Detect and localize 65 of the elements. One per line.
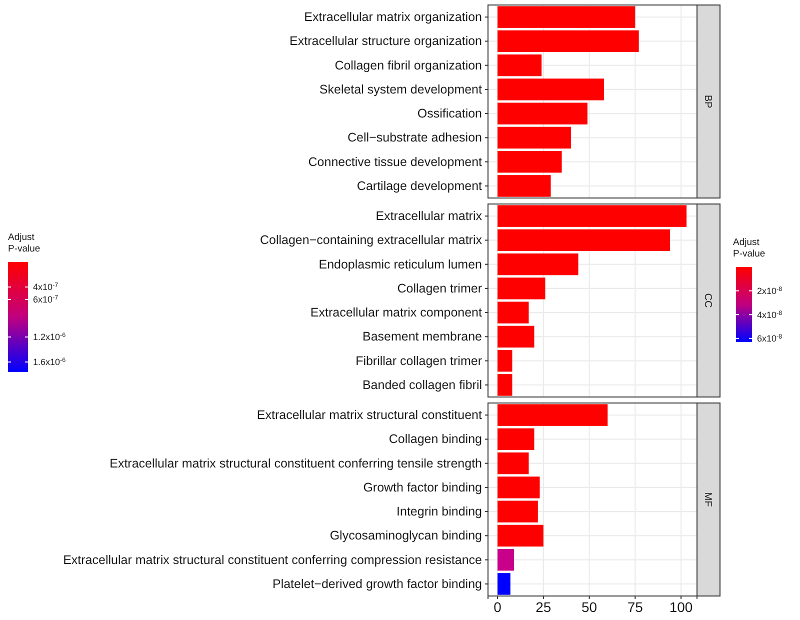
bar	[498, 374, 512, 396]
y-tick-label: Integrin binding	[396, 504, 482, 519]
y-tick-label: Extracellular structure organization	[290, 34, 482, 48]
x-tick-label: 100	[669, 598, 693, 615]
color-bar-title: Adjust P-value	[733, 237, 766, 260]
y-tick-label: Ossification	[417, 106, 482, 121]
color-bar-label: 6x10$^{-7}$	[33, 294, 59, 305]
color-bar-label: 4x10$^{-7}$	[33, 282, 59, 292]
x-tick-label: 50	[582, 598, 598, 615]
bar	[498, 326, 534, 348]
y-tick-label: Connective tissue development	[308, 154, 483, 169]
color-bar-label: 2x10$^{-8}$	[757, 285, 783, 296]
color-bar-label: 4x10$^{-8}$	[757, 309, 783, 320]
y-tick-label: Basement membrane	[362, 330, 482, 344]
y-tick-label: Cartilage development	[356, 178, 483, 193]
y-tick-label: Extracellular matrix	[376, 209, 483, 224]
color-bar-label: 1.6x10$^{-6}$	[33, 356, 66, 368]
bar	[498, 30, 639, 52]
bar	[498, 126, 571, 149]
y-tick-label: Extracellular matrix structural constituent conferring compression resistance	[63, 552, 482, 567]
y-tick-label: Platelet−derived growth factor binding	[272, 576, 482, 591]
y-tick-label: Extracellular matrix structural constituent conferring tensile strength	[110, 456, 482, 470]
bar	[498, 573, 510, 595]
y-tick-label: Extracellular matrix structural constituent	[256, 408, 483, 422]
y-tick-label: Cell−substrate adhesion	[348, 130, 482, 145]
bar	[498, 476, 540, 498]
y-tick-label: Endoplasmic reticulum lumen	[318, 257, 482, 272]
bar	[498, 205, 687, 227]
bar	[498, 150, 562, 173]
y-tick-label: Collagen trimer	[397, 281, 482, 296]
bar	[498, 253, 578, 276]
y-tick-label: Skeletal system development	[319, 82, 483, 96]
color-bar-title: Adjust P-value	[8, 232, 40, 254]
bar	[498, 6, 636, 28]
bar	[498, 524, 544, 547]
y-tick-label: Collagen binding	[388, 432, 482, 446]
bar	[498, 428, 534, 450]
y-tick-label: Banded collagen fibril	[362, 378, 482, 392]
x-tick-label: 0	[494, 598, 502, 615]
bar	[498, 548, 514, 571]
bar	[498, 54, 542, 76]
text: CC	[702, 293, 713, 308]
color-bar-label: 6x10$^{-8}$	[757, 333, 783, 344]
x-tick-label: 75	[627, 598, 644, 615]
bar	[498, 229, 670, 252]
y-tick-label: Collagen−containing extracellular matrix	[260, 233, 483, 248]
y-tick-label: Glycosaminoglycan binding	[330, 528, 482, 543]
bar	[498, 175, 551, 197]
bar	[498, 404, 608, 426]
y-tick-label: Fibrillar collagen trimer	[356, 354, 482, 368]
bar	[498, 302, 529, 324]
y-tick-label: Extracellular matrix component	[310, 306, 483, 320]
bar	[498, 278, 546, 300]
y-tick-label: Growth factor binding	[363, 480, 482, 494]
bar	[498, 78, 604, 100]
bar	[498, 350, 512, 372]
color-bar-label: 1.2x10$^{-6}$	[33, 332, 66, 342]
text: BP	[702, 94, 713, 108]
y-tick-label: Extracellular matrix organization	[304, 10, 482, 24]
bar	[498, 452, 529, 474]
bar	[498, 500, 538, 522]
bar	[498, 102, 588, 124]
text: MF	[702, 492, 713, 507]
y-tick-label: Collagen fibril organization	[334, 58, 482, 72]
x-tick-label: 25	[536, 598, 552, 615]
